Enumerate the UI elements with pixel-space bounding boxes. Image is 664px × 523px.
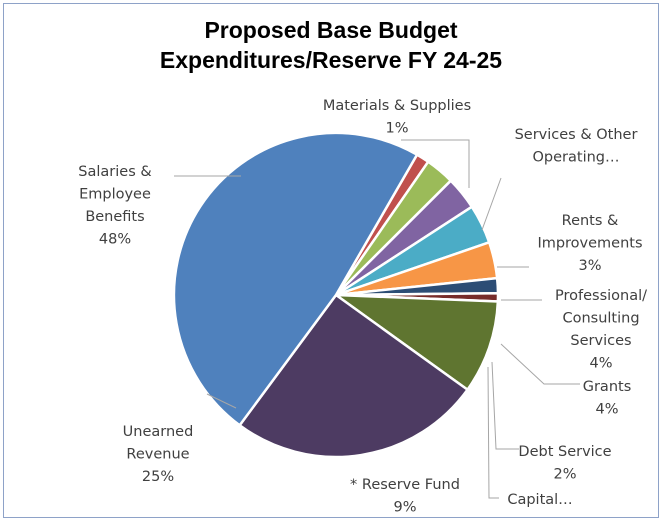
slice-label: Services & Other Operating… (515, 127, 638, 166)
leader-line (491, 361, 519, 450)
slice-label-line: Benefits (85, 209, 144, 225)
slice-label-line: Services (570, 333, 631, 349)
slice-label-line: Materials & Supplies (323, 98, 471, 114)
slice-label-line: 25% (142, 469, 174, 485)
slice-label-line: 48% (99, 232, 131, 248)
leader-line (481, 177, 502, 231)
slice-label: Grants 4% (583, 379, 632, 418)
slice-label-line: Consulting (562, 311, 639, 327)
leader-line (206, 393, 237, 409)
slice-label-line: * Reserve Fund (350, 477, 460, 493)
slice-label-line: Improvements (537, 236, 642, 252)
slice-label-line: Revenue (126, 447, 189, 463)
leader-line (500, 343, 580, 385)
slice-label-line: 2% (553, 467, 576, 483)
slice-label-line: Grants (583, 379, 632, 395)
slice-label: Materials & Supplies 1% (323, 98, 471, 137)
chart-title-line-2: Expenditures/Reserve FY 24-25 (160, 47, 502, 73)
slice-label-line: 1% (385, 121, 408, 137)
slice-label-line: Unearned (123, 424, 194, 440)
pie-chart: Proposed Base Budget Expenditures/Reserv… (78, 17, 647, 516)
pie-slice (237, 293, 470, 459)
slice-label: Capital… (507, 492, 572, 508)
slice-label-line: 3% (578, 258, 601, 274)
slice-label-line: Professional/ (555, 288, 647, 304)
leader-line (487, 366, 499, 499)
slice-label-line: Operating… (533, 150, 620, 166)
chart-title-line-1: Proposed Base Budget (204, 17, 457, 43)
slice-label-line: 4% (589, 356, 612, 372)
slice-label-line: Debt Service (518, 444, 611, 460)
pie-slice (331, 293, 500, 392)
slice-label: Unearned Revenue 25% (123, 424, 194, 485)
slice-label-line: Capital… (507, 492, 572, 508)
slice-label: Professional/Consulting Services 4% (555, 288, 647, 372)
leader-line (401, 139, 470, 188)
slice-label: Rents & Improvements 3% (537, 213, 642, 274)
chart-area: Proposed Base Budget Expenditures/Reserv… (3, 3, 659, 518)
slice-label: * Reserve Fund 9% (350, 477, 460, 516)
slice-label: Salaries & Employee Benefits 48% (78, 164, 151, 248)
slice-label-line: 9% (393, 500, 416, 516)
slice-label: Debt Service 2% (518, 444, 611, 483)
slice-label-line: Services & Other (515, 127, 638, 143)
slice-label-line: Rents & (562, 213, 619, 229)
pie-slice (172, 131, 419, 428)
slice-label-line: 4% (595, 402, 618, 418)
slice-label-line: Salaries & (78, 164, 151, 180)
slice-label-line: Employee (79, 187, 151, 203)
